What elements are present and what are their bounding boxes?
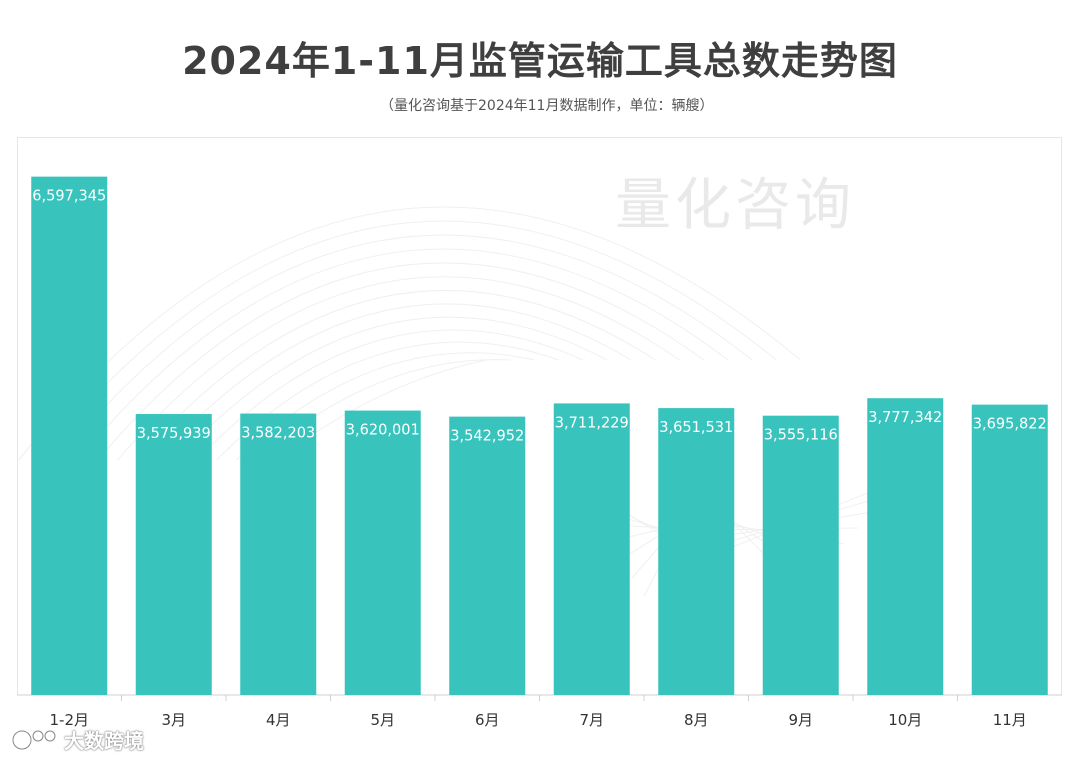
watermark-arc — [18, 206, 801, 461]
category-label-9: 10月 — [888, 711, 922, 729]
brand-logo-icon — [11, 729, 56, 750]
category-label-10: 11月 — [993, 711, 1027, 729]
watermark-arc — [137, 289, 656, 461]
watermark-arc — [196, 329, 584, 461]
value-label-7: 3,651,531 — [659, 418, 733, 436]
value-label-4: 3,620,001 — [346, 421, 420, 439]
category-label-5: 6月 — [475, 711, 500, 729]
watermark-arc — [117, 276, 680, 461]
value-label-9: 3,777,342 — [868, 408, 942, 426]
value-label-8: 3,555,116 — [764, 426, 838, 444]
brand-watermark: 大数跨境 — [10, 725, 144, 754]
category-label-8: 9月 — [788, 711, 813, 729]
watermark-text: 量化咨询 — [615, 173, 855, 238]
watermark-arc — [57, 234, 753, 461]
category-label-2: 3月 — [161, 711, 186, 729]
bar-7 — [658, 408, 735, 695]
watermark-arc — [97, 262, 705, 461]
bar-10 — [971, 404, 1048, 695]
bar-3 — [240, 413, 317, 695]
bar-5 — [449, 416, 526, 695]
bar-2 — [135, 414, 212, 695]
category-label-6: 7月 — [579, 711, 604, 729]
category-label-7: 8月 — [684, 711, 709, 729]
category-label-1: 1-2月 — [50, 711, 90, 729]
brand-text: 大数跨境 — [64, 729, 144, 753]
bar-8 — [762, 415, 839, 695]
value-label-5: 3,542,952 — [450, 427, 524, 445]
value-label-1: 6,597,345 — [32, 187, 106, 205]
value-label-6: 3,711,229 — [555, 413, 629, 431]
watermark-arc — [176, 316, 608, 461]
watermark-arc — [77, 248, 729, 461]
chart-subtitle: （量化咨询基于2024年11月数据制作，单位：辆艘） — [380, 98, 714, 114]
category-label-4: 5月 — [370, 711, 395, 729]
plot-frame — [17, 137, 1062, 695]
watermark-arc — [156, 303, 632, 461]
value-label-3: 3,582,203 — [241, 424, 315, 442]
value-label-10: 3,695,822 — [973, 415, 1047, 433]
watermark-arc — [38, 220, 777, 461]
bar-9 — [867, 398, 944, 695]
bar-6 — [553, 403, 630, 695]
chart-title: 2024年1-11月监管运输工具总数走势图 — [182, 39, 898, 83]
value-label-2: 3,575,939 — [137, 424, 211, 442]
category-label-3: 4月 — [266, 711, 291, 729]
bar-4 — [344, 410, 421, 695]
bar-1 — [31, 176, 108, 695]
